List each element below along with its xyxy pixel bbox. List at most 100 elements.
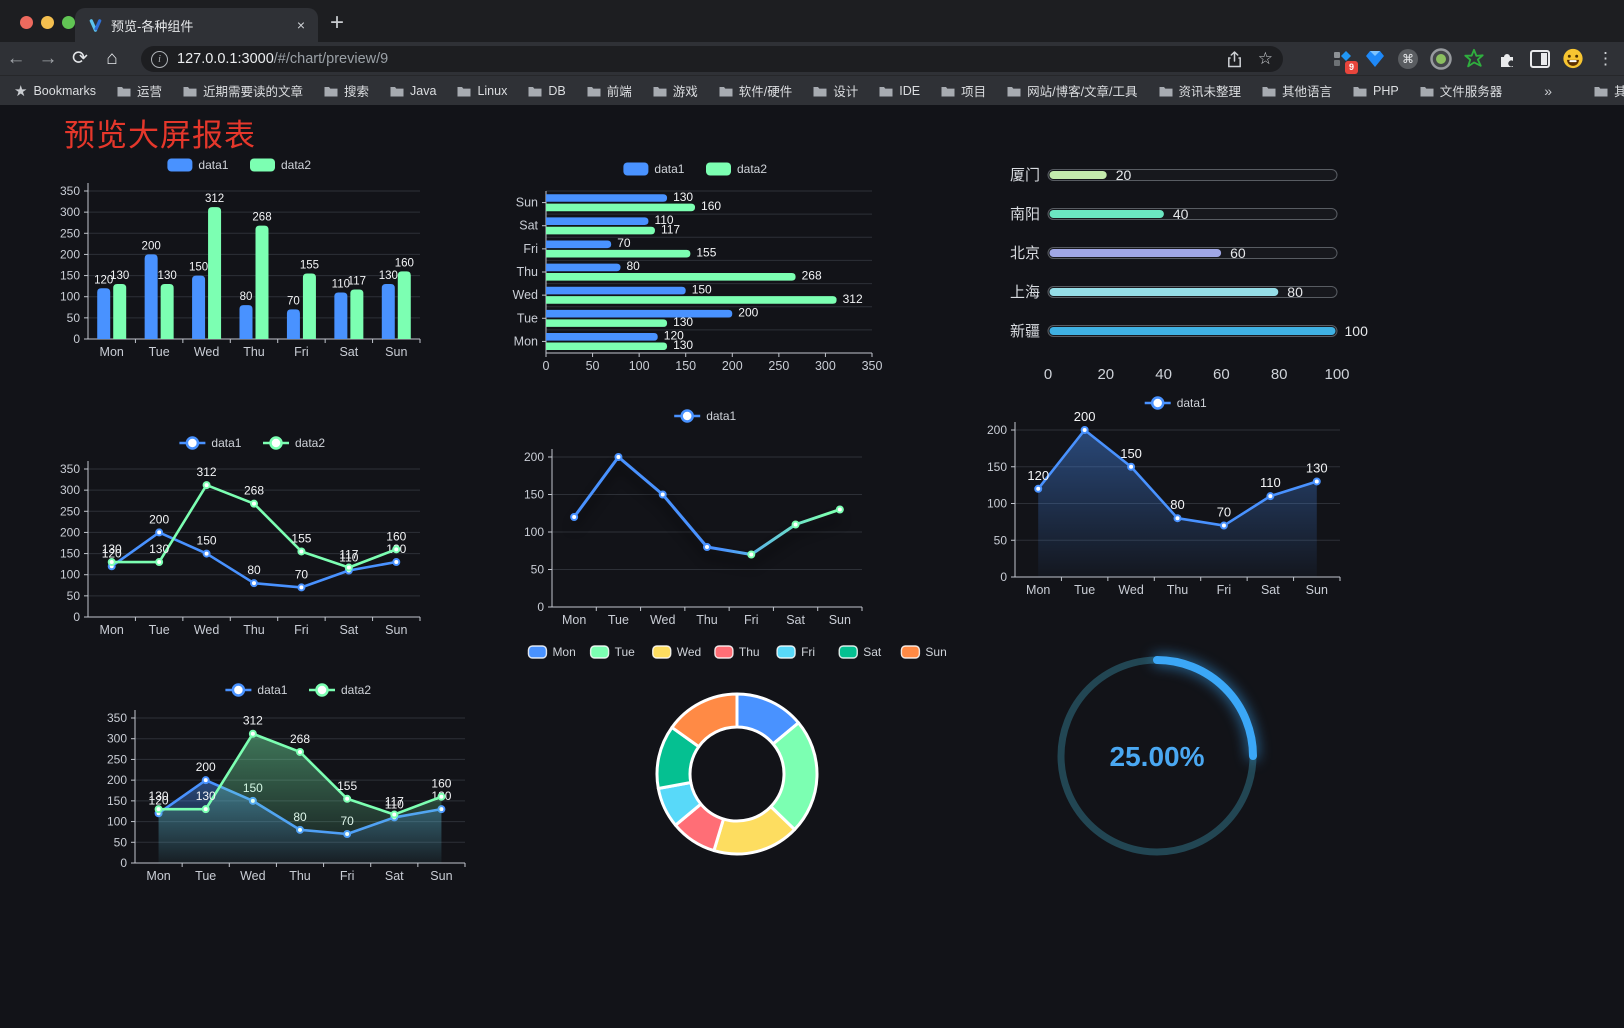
svg-text:Thu: Thu	[1167, 583, 1189, 597]
site-info-icon[interactable]: i	[151, 50, 168, 68]
home-button[interactable]: ⌂	[106, 48, 118, 69]
svg-text:150: 150	[1120, 446, 1142, 461]
green-dot-extension-icon[interactable]	[1430, 47, 1452, 70]
url-host: 127.0.0.1:3000	[177, 51, 274, 67]
svg-text:data2: data2	[281, 158, 311, 172]
line-chart: data1 data2 0 50 100 150 200 250 300 350 Mon Tue Wed…	[60, 436, 421, 637]
bookmarks-bar: ★ Bookmarks 运营 近期需要读的文章 搜索 Java Linux DB 前端 游戏 软…	[0, 75, 1624, 105]
bookmark-item[interactable]: DB	[528, 81, 566, 100]
bookmarks-overflow-chevron[interactable]: »	[1544, 82, 1553, 99]
url-text[interactable]: 127.0.0.1:3000/#/chart/preview/9	[177, 51, 388, 67]
folder-icon	[719, 86, 733, 96]
svg-text:Wed: Wed	[1118, 583, 1144, 597]
svg-text:Fri: Fri	[294, 623, 309, 637]
svg-text:100: 100	[629, 359, 650, 373]
folder-icon	[390, 86, 404, 96]
bookmark-item[interactable]: Java	[390, 81, 436, 100]
bookmark-item[interactable]: Linux	[457, 81, 507, 100]
bookmark-star-icon[interactable]: ☆	[1257, 49, 1273, 68]
svg-text:70: 70	[295, 567, 309, 581]
browser-tab[interactable]: 预览-各种组件 ×	[75, 8, 318, 42]
svg-text:120: 120	[664, 329, 684, 343]
folder-icon	[1159, 86, 1173, 96]
svg-text:Fri: Fri	[1217, 583, 1232, 597]
svg-text:50: 50	[531, 563, 545, 577]
svg-text:0: 0	[543, 359, 550, 373]
svg-text:117: 117	[348, 276, 366, 288]
svg-text:Tue: Tue	[149, 345, 170, 359]
svg-text:120: 120	[1027, 468, 1049, 483]
svg-text:Thu: Thu	[516, 265, 538, 279]
svg-text:250: 250	[60, 226, 80, 240]
double-area-line-chart: data1 data2 0 50 100 150 200 250 300 350 Mon Tue Wed…	[107, 683, 466, 883]
bookmarks-star-icon: ★	[14, 82, 28, 100]
bookmark-item[interactable]: 文件服务器	[1420, 81, 1502, 100]
emoji-extension-icon[interactable]	[1562, 48, 1584, 70]
bookmark-item[interactable]: 网站/博客/文章/工具	[1007, 81, 1138, 100]
green-star-extension-icon[interactable]	[1463, 48, 1485, 70]
puzzle-extension-icon[interactable]	[1496, 48, 1518, 70]
gauge-chart: 25.00%	[1057, 656, 1257, 856]
command-extension-icon[interactable]: ⌘	[1397, 48, 1419, 70]
svg-text:Mon: Mon	[1026, 583, 1050, 597]
svg-text:70: 70	[287, 295, 300, 307]
progress-bar-chart: 厦门 20 南阳 40 北京 60 上海 80 新疆 100 0 20 40 60 80 100	[1010, 167, 1368, 383]
bookmark-item[interactable]: 近期需要读的文章	[183, 81, 303, 100]
bookmark-item[interactable]: 前端	[587, 81, 632, 100]
svg-text:200: 200	[987, 423, 1007, 437]
svg-text:Wed: Wed	[194, 623, 220, 637]
bar-chart: data1 data2 0 50 100 150 200 250 300 350 Mon Tue Wed…	[60, 158, 421, 359]
split-view-extension-icon[interactable]	[1529, 48, 1551, 70]
svg-text:268: 268	[290, 732, 310, 746]
new-tab-button[interactable]: +	[330, 9, 345, 36]
bookmark-item[interactable]: PHP	[1353, 81, 1399, 100]
back-button[interactable]: ←	[6, 48, 26, 69]
svg-text:250: 250	[768, 359, 789, 373]
tab-close-icon[interactable]: ×	[296, 17, 305, 33]
svg-text:200: 200	[142, 240, 161, 252]
folder-icon	[528, 86, 542, 96]
svg-text:312: 312	[243, 714, 263, 728]
address-bar[interactable]: i 127.0.0.1:3000/#/chart/preview/9 ☆	[141, 46, 1283, 72]
forward-button[interactable]: →	[38, 48, 58, 69]
svg-text:Sun: Sun	[829, 613, 851, 627]
bookmark-item[interactable]: 搜索	[324, 81, 369, 100]
bookmark-item[interactable]: 软件/硬件	[719, 81, 792, 100]
bookmark-item[interactable]: 游戏	[653, 81, 698, 100]
svg-text:100: 100	[60, 290, 80, 304]
svg-text:300: 300	[815, 359, 836, 373]
bookmark-item[interactable]: 设计	[813, 81, 858, 100]
bookmark-item[interactable]: IDE	[879, 81, 920, 100]
svg-text:Thu: Thu	[243, 345, 265, 359]
bookmark-item[interactable]: 资讯未整理	[1159, 81, 1241, 100]
svg-text:130: 130	[149, 789, 169, 803]
other-bookmarks[interactable]: 其他书签	[1594, 81, 1624, 100]
horizontal-bar-chart: data1 data2 0 50 100 150 200 250 300 350 Sun 130 160…	[513, 162, 883, 373]
folder-icon	[117, 86, 131, 96]
share-icon[interactable]	[1227, 50, 1242, 68]
extension-grid-icon[interactable]: 9	[1331, 48, 1358, 74]
svg-text:Sun: Sun	[516, 196, 538, 210]
maximize-window-button[interactable]	[62, 16, 75, 29]
svg-text:200: 200	[196, 760, 216, 774]
gem-extension-icon[interactable]	[1364, 48, 1386, 70]
svg-text:data2: data2	[737, 162, 767, 176]
reload-button[interactable]: ⟳	[72, 48, 88, 69]
svg-text:Sat: Sat	[519, 219, 538, 233]
close-window-button[interactable]	[20, 16, 33, 29]
svg-text:130: 130	[158, 270, 177, 282]
svg-text:Fri: Fri	[340, 869, 355, 883]
svg-text:120: 120	[102, 546, 122, 560]
bookmark-item[interactable]: 运营	[117, 81, 162, 100]
svg-text:80: 80	[1170, 497, 1184, 512]
menu-kebab-icon[interactable]: ⋮	[1597, 48, 1614, 68]
bookmark-item[interactable]: 项目	[941, 81, 986, 100]
donut-chart: Mon Tue Wed Thu Fri Sat Sun	[527, 645, 947, 856]
bookmark-item[interactable]: 其他语言	[1262, 81, 1332, 100]
svg-text:Tue: Tue	[517, 311, 538, 325]
svg-text:Sat: Sat	[863, 645, 882, 659]
minimize-window-button[interactable]	[41, 16, 54, 29]
bookmarks-root[interactable]: ★ Bookmarks	[14, 82, 96, 100]
svg-text:Sun: Sun	[385, 345, 407, 359]
